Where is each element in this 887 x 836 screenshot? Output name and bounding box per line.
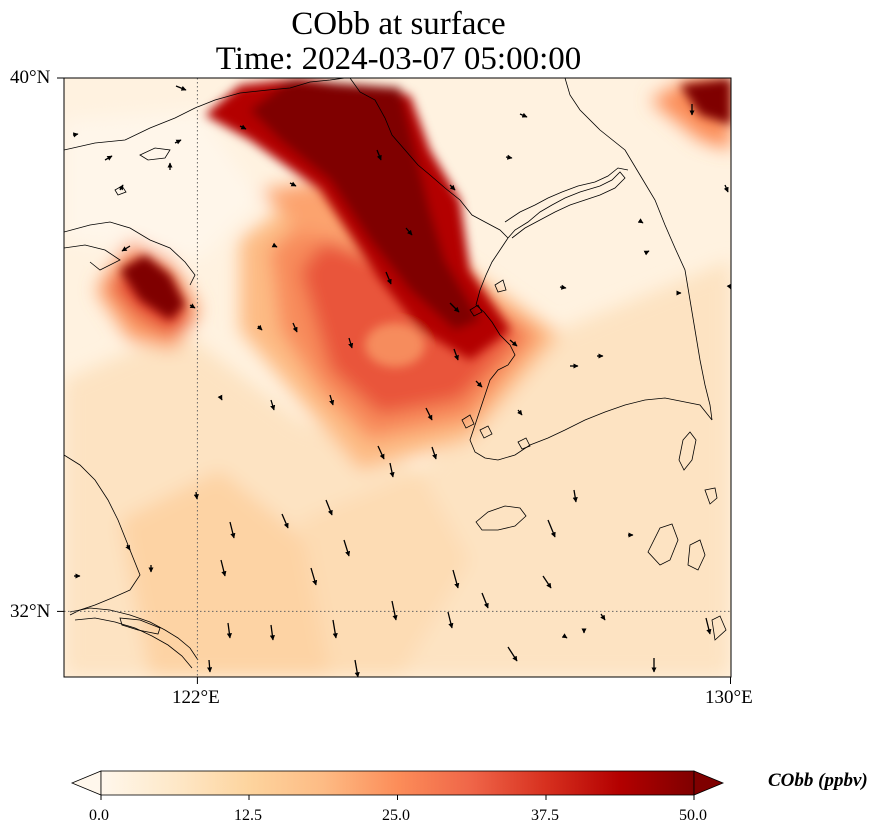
colorbar-label-37-5: 37.5	[531, 807, 559, 824]
wind-vectors	[72, 85, 731, 677]
wind-arrow	[723, 184, 729, 193]
wind-arrow	[376, 149, 382, 161]
colorbar-title: CObb (ppbv)	[768, 770, 868, 791]
colorbar	[70, 770, 725, 800]
wind-arrow	[600, 613, 606, 621]
wind-arrow	[391, 600, 398, 621]
wind-arrow	[256, 324, 263, 331]
wind-arrow	[542, 575, 552, 589]
map-frame	[63, 77, 732, 678]
wind-arrow	[193, 491, 199, 500]
wind-arrow	[217, 394, 223, 401]
wind-arrow	[559, 284, 567, 290]
wind-arrow	[385, 271, 392, 285]
wind-arrow	[271, 242, 278, 248]
coastlines	[64, 78, 727, 669]
lat-tick-label-32: 32°N	[10, 601, 51, 622]
colorbar-label-50: 50.0	[679, 807, 707, 824]
wind-arrow	[431, 446, 437, 460]
wind-arrow	[310, 567, 318, 586]
wind-arrow	[269, 624, 275, 641]
wind-arrow	[289, 181, 297, 187]
wind-arrow	[481, 592, 489, 609]
wind-arrow	[509, 339, 518, 347]
gridlines	[64, 78, 731, 677]
wind-arrow	[572, 489, 578, 503]
wind-arrow	[292, 322, 298, 333]
lon-tick-label-122: 122°E	[172, 687, 220, 708]
wind-arrow	[229, 521, 236, 539]
wind-arrow	[118, 184, 124, 191]
wind-arrow	[226, 622, 232, 639]
wind-arrow	[705, 617, 712, 635]
wind-arrow	[121, 245, 131, 252]
wind-arrow	[281, 513, 289, 529]
colorbar-label-25: 25.0	[382, 807, 410, 824]
wind-arrow	[239, 124, 247, 130]
wind-arrow	[174, 139, 182, 145]
wind-arrow	[505, 154, 513, 160]
wind-arrow	[637, 218, 644, 224]
wind-arrow	[507, 646, 518, 662]
wind-arrow	[189, 303, 196, 309]
wind-arrow	[175, 85, 187, 91]
wind-arrow	[561, 633, 568, 639]
wind-arrow	[425, 407, 433, 421]
wind-arrow	[517, 409, 523, 416]
wind-arrow	[389, 462, 395, 478]
wind-arrow	[377, 445, 385, 460]
lon-tick-label-130: 130°E	[705, 687, 753, 708]
wind-arrow	[348, 337, 354, 349]
colorbar-label-12-5: 12.5	[234, 807, 262, 824]
wind-arrow	[475, 380, 483, 388]
map-title-line-1: CObb at surface	[291, 6, 506, 42]
wind-arrow	[547, 519, 556, 538]
map-title-line-2: Time: 2024-03-07 05:00:00	[215, 41, 582, 77]
wind-arrow	[447, 611, 454, 629]
wind-arrow	[332, 619, 338, 639]
lat-tick-label-40: 40°N	[10, 67, 51, 88]
wind-arrow	[354, 659, 360, 677]
wind-arrow	[220, 559, 227, 577]
wind-arrow	[449, 184, 456, 191]
wind-arrow	[453, 348, 459, 361]
wind-arrow	[343, 539, 351, 557]
wind-arrow	[72, 132, 79, 138]
wind-arrow	[405, 227, 413, 236]
wind-arrow	[270, 399, 276, 411]
colorbar-gradient	[100, 770, 695, 796]
wind-arrow	[329, 394, 335, 406]
wind-arrow	[452, 569, 460, 589]
wind-arrow	[519, 112, 528, 118]
colorbar-max-extend	[693, 770, 725, 796]
concentration-field	[64, 78, 731, 677]
wind-arrow	[207, 659, 213, 673]
colorbar-label-0: 0.0	[89, 807, 109, 824]
wind-arrow	[125, 544, 131, 551]
colorbar-min-extend	[70, 770, 102, 796]
wind-arrow	[449, 302, 460, 313]
wind-arrow	[643, 250, 650, 256]
wind-arrow	[104, 155, 113, 161]
wind-arrow	[325, 499, 333, 516]
